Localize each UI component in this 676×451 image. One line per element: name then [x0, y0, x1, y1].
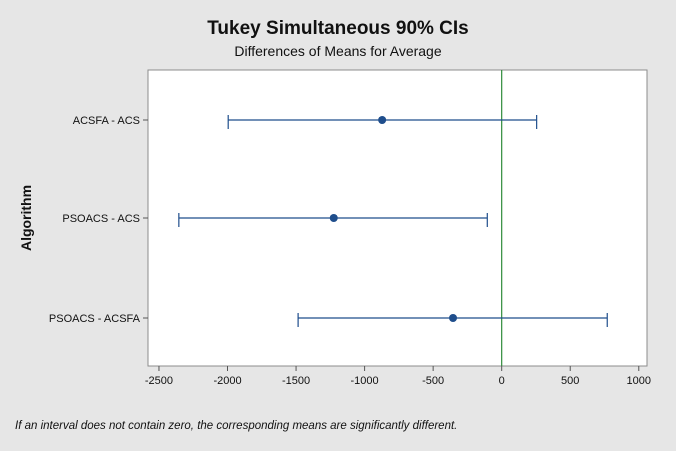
x-tick-label: -1500	[282, 375, 310, 387]
x-tick-label: 500	[561, 375, 579, 387]
footnote: If an interval does not contain zero, th…	[15, 420, 457, 432]
interval-1	[227, 115, 538, 129]
chart-title: Tukey Simultaneous 90% CIs	[207, 18, 469, 39]
category-label: PSOACS - ACS	[62, 213, 140, 225]
interval-center-point	[378, 116, 387, 124]
category-label: PSOACS - ACSFA	[49, 313, 141, 325]
x-tick-label: -500	[422, 375, 444, 387]
x-tick-label: -1000	[351, 375, 379, 387]
x-tick-label: 0	[499, 375, 505, 387]
x-tick-label: -2000	[213, 375, 241, 387]
x-tick-label: -2500	[145, 375, 173, 387]
interval-3	[297, 313, 608, 327]
y-axis-label: Algorithm	[18, 185, 34, 251]
x-tick-label: 1000	[627, 375, 651, 387]
interval-center-point	[329, 214, 338, 222]
interval-2	[178, 213, 488, 227]
chart-subtitle: Differences of Means for Average	[234, 43, 441, 59]
category-label: ACSFA - ACS	[73, 115, 140, 127]
interval-center-point	[449, 314, 458, 322]
